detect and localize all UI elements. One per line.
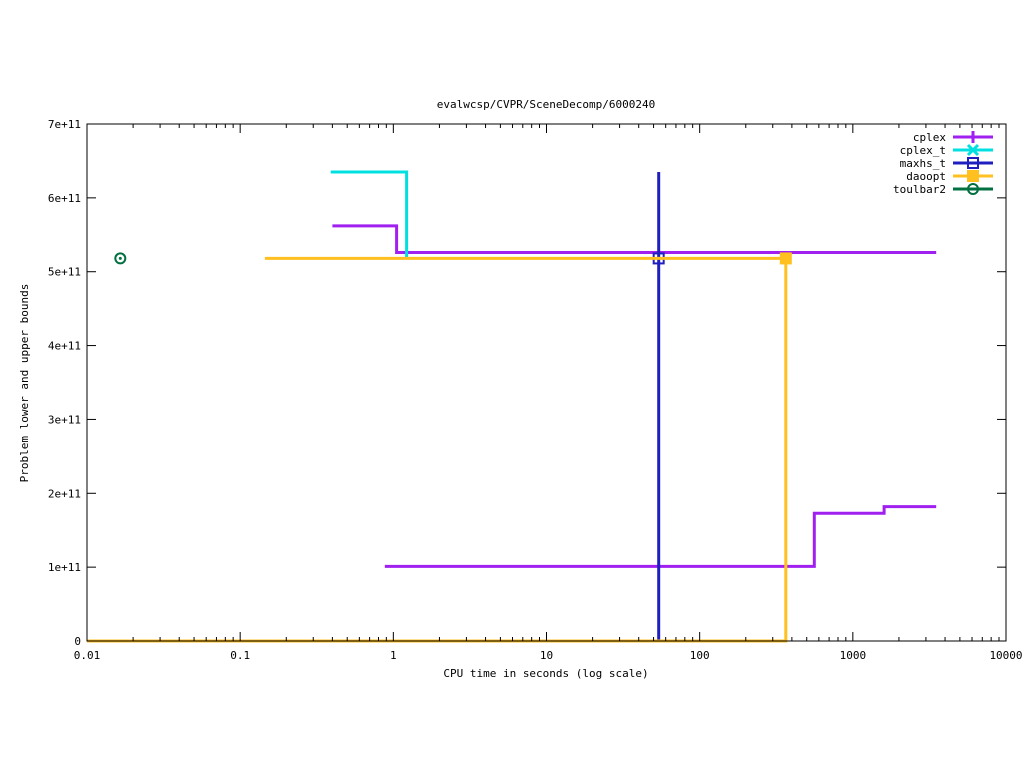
series-point-toulbar2-0 — [114, 252, 127, 265]
y-tick-label-1: 1e+11 — [48, 561, 81, 574]
series-line-cplex_t-0 — [330, 170, 409, 259]
y-tick-label-2: 2e+11 — [48, 487, 81, 500]
legend-item-maxhs_t: maxhs_t — [900, 157, 993, 170]
series-cplex — [332, 224, 937, 568]
legend-label-cplex: cplex — [913, 131, 946, 144]
y-tick-label-0: 0 — [74, 635, 81, 648]
legend-marker-cplex_t — [966, 143, 980, 157]
x-tick-label-0: 0.01 — [74, 649, 101, 662]
series-cplex_t — [330, 170, 409, 259]
x-tick-label-3: 10 — [540, 649, 553, 662]
legend-item-cplex_t: cplex_t — [900, 143, 993, 157]
legend-label-daoopt: daoopt — [906, 170, 946, 183]
x-tick-label-1: 0.1 — [230, 649, 250, 662]
series-point-daoopt-0 — [779, 252, 792, 265]
legend-marker-toulbar2 — [967, 183, 979, 195]
legend-label-maxhs_t: maxhs_t — [900, 157, 946, 170]
series-layer — [87, 170, 937, 643]
y-tick-label-4: 4e+11 — [48, 340, 81, 353]
legend-item-toulbar2: toulbar2 — [893, 183, 993, 196]
legend-marker-cplex — [967, 131, 979, 143]
plot-frame — [86, 123, 1007, 642]
axes-layer: 0 1e+11 2e+11 3e+11 4e+11 5e+11 6e+11 7e+11 0.01… — [48, 118, 1023, 662]
legend-label-toulbar2: toulbar2 — [893, 183, 946, 196]
series-line-cplex-0 — [332, 224, 937, 254]
y-tick-label-6: 6e+11 — [48, 192, 81, 205]
legend-marker-maxhs_t — [967, 157, 979, 169]
y-axis-label: Problem lower and upper bounds — [18, 284, 31, 483]
legend-marker-daoopt — [967, 170, 979, 182]
y-tick-label-5: 5e+11 — [48, 266, 81, 279]
x-tick-label-2: 1 — [390, 649, 397, 662]
legend-item-cplex: cplex — [913, 131, 993, 144]
series-toulbar2 — [114, 252, 127, 265]
series-line-daoopt-0 — [87, 258, 788, 643]
series-maxhs_t — [652, 172, 665, 641]
series-daoopt — [87, 252, 792, 643]
y-tick-label-7: 7e+11 — [48, 118, 81, 131]
x-tick-label-6: 10000 — [989, 649, 1022, 662]
legend-item-daoopt: daoopt — [906, 170, 993, 183]
x-tick-label-4: 100 — [690, 649, 710, 662]
y-tick-label-3: 3e+11 — [48, 413, 81, 426]
legend-label-cplex_t: cplex_t — [900, 144, 946, 157]
chart-title: evalwcsp/CVPR/SceneDecomp/6000240 — [437, 98, 656, 111]
x-axis-label: CPU time in seconds (log scale) — [443, 667, 648, 680]
series-line-cplex-1 — [384, 505, 937, 568]
x-tick-label-5: 1000 — [840, 649, 867, 662]
